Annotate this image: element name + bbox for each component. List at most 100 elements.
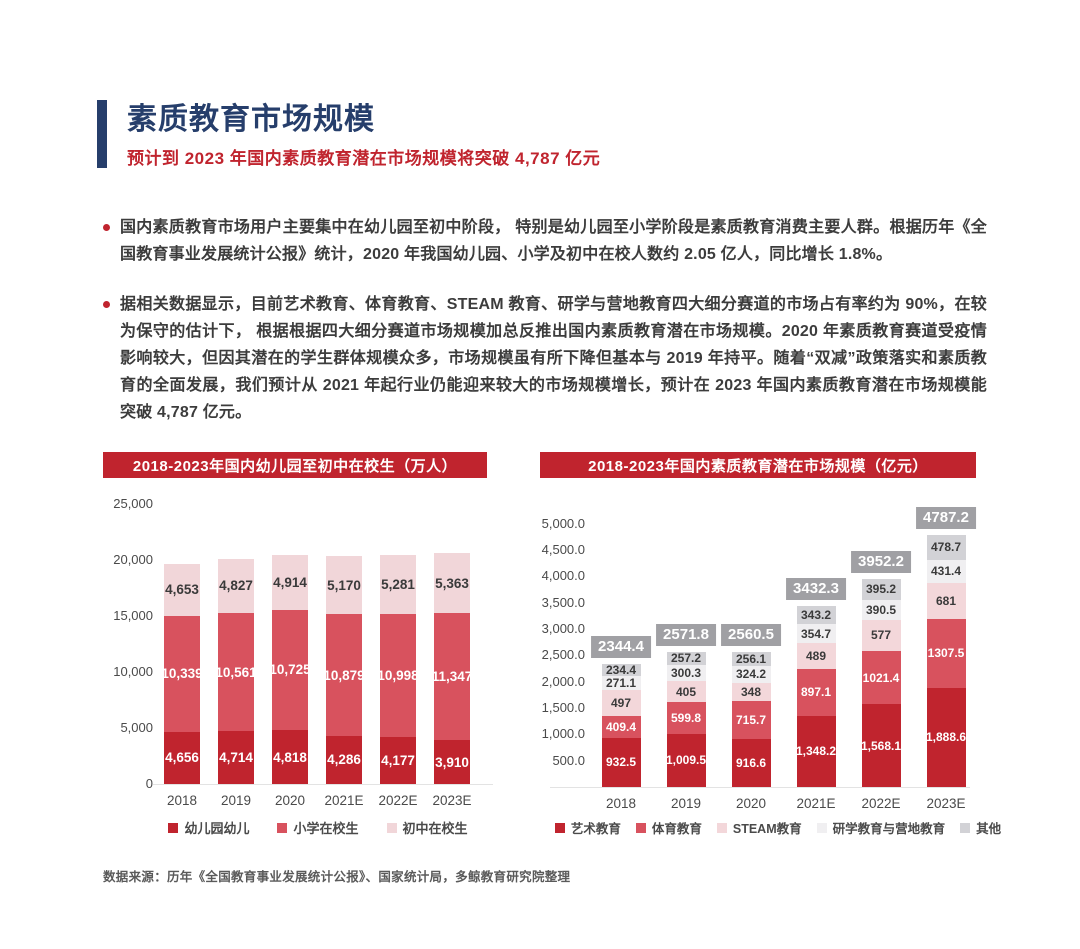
bar-segment: 234.4 <box>601 662 641 677</box>
bar-segment-label: 234.4 <box>605 662 637 677</box>
x-axis-category-label: 2023E <box>926 796 966 811</box>
bar-segment-label: 4,286 <box>327 752 361 768</box>
y-axis-tick-label: 20,000 <box>113 552 153 567</box>
chart-title-banner: 2018-2023年国内素质教育潜在市场规模（亿元） <box>540 452 976 478</box>
bar-segment: 4,914 <box>272 554 308 610</box>
legend-swatch <box>386 822 397 833</box>
y-axis-tick-label: 0 <box>145 776 153 791</box>
legend-item: 研学教育与营地教育 <box>816 818 946 837</box>
legend-swatch <box>960 822 971 833</box>
bar-segment: 300.3 <box>666 665 706 681</box>
bar-segment: 897.1 <box>796 668 836 716</box>
bar-segment: 324.2 <box>731 665 771 683</box>
x-axis-line <box>550 787 970 788</box>
bar-segment-label: 409.4 <box>605 720 637 735</box>
bar-segment: 577 <box>861 620 901 651</box>
bar-segment: 10,879 <box>323 614 365 736</box>
bar-segment-label: 271.1 <box>605 675 637 690</box>
y-axis-tick-label: 4,500.0 <box>541 541 585 557</box>
bar-segment-label: 1,568.1 <box>860 738 902 753</box>
bullet-dot-icon <box>103 301 110 308</box>
legend-label: 研学教育与营地教育 <box>832 822 946 836</box>
bar-segment: 5,281 <box>380 554 416 615</box>
bar-segment: 271.1 <box>601 675 641 691</box>
bar-total-badge: 3432.3 <box>786 578 846 601</box>
bar-segment-label: 5,170 <box>327 577 361 593</box>
bar-segment-label: 343.2 <box>800 608 832 623</box>
bar-segment-label: 916.6 <box>735 755 767 770</box>
bar-segment: 390.5 <box>861 599 901 621</box>
bar-segment: 1,348.2 <box>795 715 837 787</box>
bar-segment-label: 431.4 <box>930 564 962 579</box>
bar-segment-label: 10,561 <box>215 664 257 680</box>
bar-segment: 3,910 <box>434 740 470 784</box>
bar-segment-label: 324.2 <box>735 667 767 682</box>
bar-segment-label: 10,879 <box>323 667 365 683</box>
x-axis-category-label: 2023E <box>432 793 472 808</box>
bullet-item: 据相关数据显示，目前艺术教育、体育教育、STEAM 教育、研学与营地教育四大细分… <box>103 291 987 426</box>
y-axis-tick-label: 2,500.0 <box>541 647 585 663</box>
legend-item: 小学在校生 <box>277 818 359 837</box>
y-axis-tick-label: 1,500.0 <box>541 699 585 715</box>
bar-segment: 4,177 <box>380 737 416 784</box>
x-axis-category-label: 2020 <box>735 796 767 811</box>
bar-segment: 4,656 <box>164 731 200 784</box>
chart-legend: 幼儿园幼儿 小学在校生 初中在校生 <box>143 818 493 837</box>
bar-segment-label: 5,281 <box>381 576 415 592</box>
bar-segment-label: 489 <box>805 648 827 663</box>
chart-title-banner: 2018-2023年国内幼儿园至初中在校生（万人） <box>103 452 487 478</box>
bar-segment-label: 1021.4 <box>862 670 900 685</box>
y-axis-tick-label: 5,000 <box>120 720 153 735</box>
legend-swatch <box>554 822 565 833</box>
y-axis-tick-label: 3,000.0 <box>541 620 585 636</box>
bar-segment: 1,888.6 <box>926 687 966 787</box>
page-subtitle: 预计到 2023 年国内素质教育潜在市场规模将突破 4,787 亿元 <box>127 149 601 168</box>
bar-segment: 1021.4 <box>861 650 901 705</box>
legend-swatch <box>635 822 646 833</box>
bar-segment: 4,827 <box>218 558 254 613</box>
bullet-list: 国内素质教育市场用户主要集中在幼儿园至初中阶段， 特别是幼儿园至小学阶段是素质教… <box>103 214 987 449</box>
legend-label: 幼儿园幼儿 <box>184 821 250 836</box>
legend-label: 其他 <box>976 822 1002 836</box>
bar-segment-label: 4,656 <box>165 750 199 766</box>
bullet-text: 据相关数据显示，目前艺术教育、体育教育、STEAM 教育、研学与营地教育四大细分… <box>120 296 987 421</box>
legend-label: 体育教育 <box>651 822 702 836</box>
bar-segment: 4,286 <box>326 735 362 784</box>
x-axis-category-label: 2022E <box>861 796 901 811</box>
bar-segment-label: 405 <box>675 684 697 699</box>
bar-total-badge: 4787.2 <box>916 506 976 529</box>
bar-segment: 431.4 <box>926 560 966 583</box>
bar-segment-label: 1,009.5 <box>665 753 707 768</box>
page-title: 素质教育市场规模 <box>127 103 375 136</box>
bar-segment: 348 <box>731 682 771 702</box>
bar-total-badge: 2344.4 <box>591 635 651 658</box>
bar-segment-label: 4,653 <box>165 582 199 598</box>
bar-segment: 11,347 <box>432 613 472 741</box>
bar-segment: 1,009.5 <box>665 733 707 787</box>
bar-segment: 256.1 <box>731 651 771 666</box>
legend-item: 艺术教育 <box>554 818 621 837</box>
bar-segment-label: 4,177 <box>381 753 415 769</box>
bar-segment: 4,714 <box>218 731 254 784</box>
x-axis-category-label: 2022E <box>378 793 418 808</box>
bar-segment-label: 10,725 <box>269 662 311 678</box>
legend-swatch <box>816 822 827 833</box>
y-axis-tick-label: 4,000.0 <box>541 568 585 584</box>
bar-segment-label: 1,348.2 <box>795 744 837 759</box>
bar-segment-label: 256.1 <box>735 651 767 666</box>
bar-total-badge: 3952.2 <box>851 550 911 573</box>
bar-segment: 10,725 <box>269 609 311 731</box>
bar-segment-label: 599.8 <box>670 711 702 726</box>
legend-label: 艺术教育 <box>570 822 621 836</box>
bar-segment-label: 681 <box>935 593 957 608</box>
chart-canvas: 0 5,000 10,000 15,000 20,000 25,000 4,656 10,33… <box>103 452 493 852</box>
bar-segment: 4,653 <box>164 563 200 617</box>
bar-segment-label: 395.2 <box>865 582 897 597</box>
bar-total-badge: 2571.8 <box>656 623 716 646</box>
data-source-note: 数据来源：历年《全国教育事业发展统计公报》、国家统计局，多鲸教育研究院整理 <box>103 870 571 884</box>
bar-segment-label: 3,910 <box>435 754 469 770</box>
y-axis-tick-label: 15,000 <box>113 608 153 623</box>
bar-segment: 916.6 <box>731 738 771 787</box>
bar-segment: 395.2 <box>861 578 901 600</box>
bar-segment: 257.2 <box>666 651 706 665</box>
